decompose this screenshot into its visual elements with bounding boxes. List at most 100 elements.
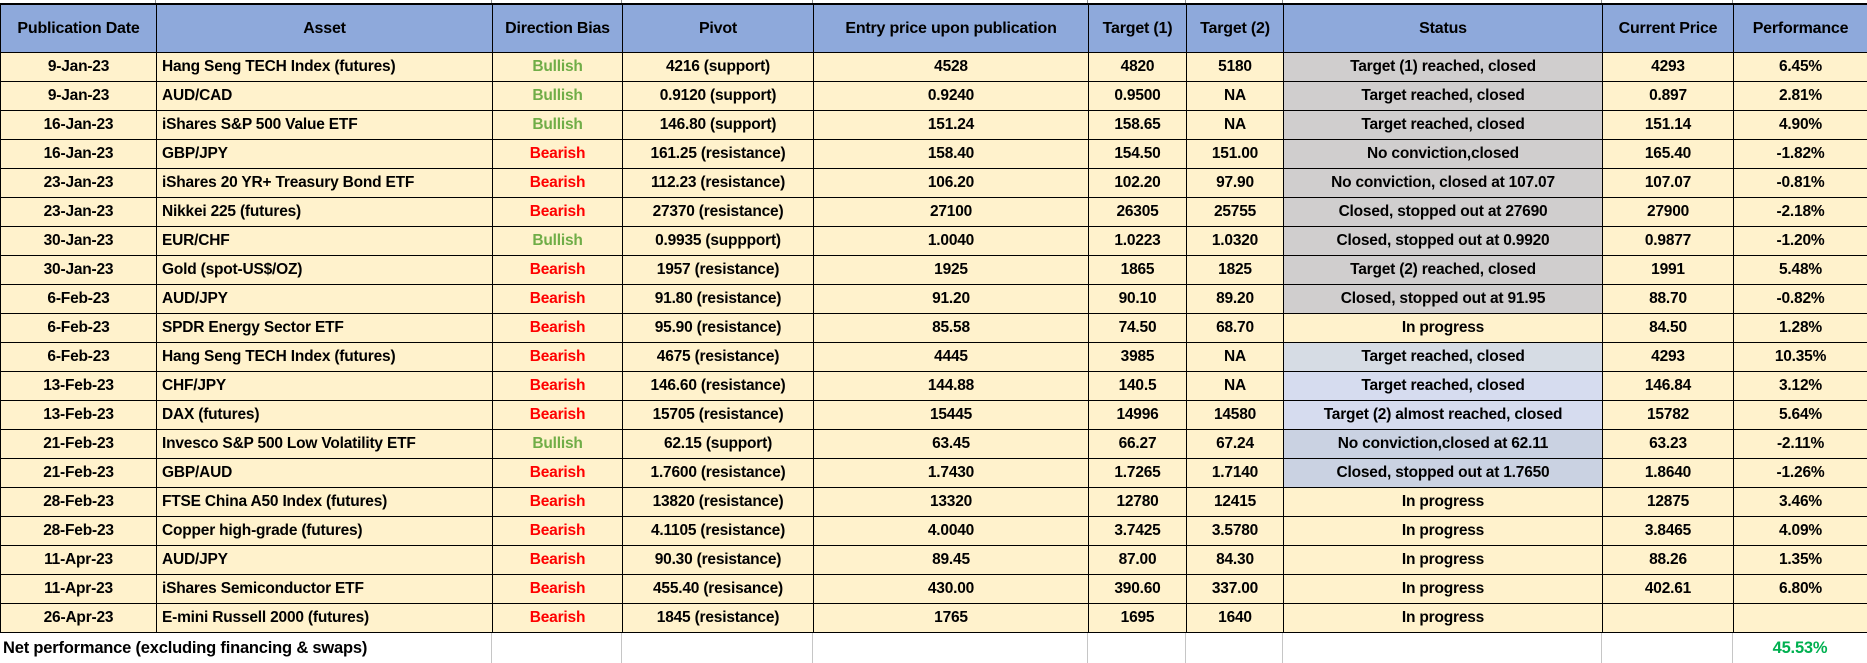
- cell-target-2[interactable]: NA: [1187, 111, 1284, 140]
- cell-asset[interactable]: Hang Seng TECH Index (futures): [157, 343, 493, 372]
- cell-status[interactable]: No conviction,closed at 62.11: [1284, 430, 1603, 459]
- cell-publication-date[interactable]: 23-Jan-23: [1, 169, 157, 198]
- cell-performance[interactable]: -2.18%: [1734, 198, 1867, 227]
- cell-entry-price[interactable]: 1.0040: [814, 227, 1089, 256]
- cell-direction-bias[interactable]: Bearish: [493, 256, 623, 285]
- cell-direction-bias[interactable]: Bearish: [493, 372, 623, 401]
- cell-current-price[interactable]: 4293: [1603, 343, 1734, 372]
- cell-pivot[interactable]: 15705 (resistance): [623, 401, 814, 430]
- cell-target-2[interactable]: 67.24: [1187, 430, 1284, 459]
- cell-performance[interactable]: 4.09%: [1734, 517, 1867, 546]
- cell-pivot[interactable]: 455.40 (resisance): [623, 575, 814, 604]
- cell-direction-bias[interactable]: Bearish: [493, 285, 623, 314]
- cell-asset[interactable]: E-mini Russell 2000 (futures): [157, 604, 493, 633]
- cell-current-price[interactable]: 12875: [1603, 488, 1734, 517]
- cell-direction-bias[interactable]: Bullish: [493, 227, 623, 256]
- cell-current-price[interactable]: 1.8640: [1603, 459, 1734, 488]
- cell-direction-bias[interactable]: Bearish: [493, 604, 623, 633]
- cell-pivot[interactable]: 91.80 (resistance): [623, 285, 814, 314]
- cell-direction-bias[interactable]: Bearish: [493, 343, 623, 372]
- cell-pivot[interactable]: 13820 (resistance): [623, 488, 814, 517]
- cell-entry-price[interactable]: 430.00: [814, 575, 1089, 604]
- cell-entry-price[interactable]: 106.20: [814, 169, 1089, 198]
- col-header-asset[interactable]: Asset: [157, 5, 493, 53]
- cell-status[interactable]: Target (2) almost reached, closed: [1284, 401, 1603, 430]
- cell-current-price[interactable]: 1991: [1603, 256, 1734, 285]
- cell-asset[interactable]: FTSE China A50 Index (futures): [157, 488, 493, 517]
- cell-entry-price[interactable]: 1925: [814, 256, 1089, 285]
- cell-direction-bias[interactable]: Bearish: [493, 488, 623, 517]
- cell-entry-price[interactable]: 63.45: [814, 430, 1089, 459]
- cell-current-price[interactable]: 27900: [1603, 198, 1734, 227]
- cell-status[interactable]: In progress: [1284, 517, 1603, 546]
- cell-performance[interactable]: [1734, 604, 1867, 633]
- cell-status[interactable]: In progress: [1284, 575, 1603, 604]
- cell-pivot[interactable]: 161.25 (resistance): [623, 140, 814, 169]
- cell-performance[interactable]: -1.82%: [1734, 140, 1867, 169]
- cell-publication-date[interactable]: 21-Feb-23: [1, 459, 157, 488]
- cell-asset[interactable]: AUD/JPY: [157, 546, 493, 575]
- cell-target-2[interactable]: 1.7140: [1187, 459, 1284, 488]
- cell-status[interactable]: Target reached, closed: [1284, 343, 1603, 372]
- cell-target-2[interactable]: 89.20: [1187, 285, 1284, 314]
- cell-status[interactable]: Closed, stopped out at 0.9920: [1284, 227, 1603, 256]
- cell-direction-bias[interactable]: Bearish: [493, 575, 623, 604]
- cell-asset[interactable]: iShares Semiconductor ETF: [157, 575, 493, 604]
- cell-status[interactable]: Target reached, closed: [1284, 372, 1603, 401]
- cell-publication-date[interactable]: 6-Feb-23: [1, 343, 157, 372]
- cell-current-price[interactable]: 15782: [1603, 401, 1734, 430]
- cell-direction-bias[interactable]: Bearish: [493, 169, 623, 198]
- cell-direction-bias[interactable]: Bullish: [493, 111, 623, 140]
- cell-entry-price[interactable]: 89.45: [814, 546, 1089, 575]
- cell-performance[interactable]: 5.48%: [1734, 256, 1867, 285]
- cell-asset[interactable]: CHF/JPY: [157, 372, 493, 401]
- cell-direction-bias[interactable]: Bearish: [493, 401, 623, 430]
- cell-pivot[interactable]: 62.15 (support): [623, 430, 814, 459]
- cell-current-price[interactable]: 3.8465: [1603, 517, 1734, 546]
- cell-direction-bias[interactable]: Bearish: [493, 546, 623, 575]
- cell-entry-price[interactable]: 85.58: [814, 314, 1089, 343]
- cell-current-price[interactable]: 151.14: [1603, 111, 1734, 140]
- cell-publication-date[interactable]: 11-Apr-23: [1, 546, 157, 575]
- cell-publication-date[interactable]: 9-Jan-23: [1, 53, 157, 82]
- cell-current-price[interactable]: 402.61: [1603, 575, 1734, 604]
- cell-publication-date[interactable]: 30-Jan-23: [1, 256, 157, 285]
- cell-current-price[interactable]: [1603, 604, 1734, 633]
- cell-direction-bias[interactable]: Bearish: [493, 140, 623, 169]
- col-header-current-price[interactable]: Current Price: [1603, 5, 1734, 53]
- cell-target-2[interactable]: 97.90: [1187, 169, 1284, 198]
- cell-pivot[interactable]: 146.60 (resistance): [623, 372, 814, 401]
- cell-asset[interactable]: GBP/JPY: [157, 140, 493, 169]
- cell-publication-date[interactable]: 30-Jan-23: [1, 227, 157, 256]
- col-header-publication-date[interactable]: Publication Date: [1, 5, 157, 53]
- cell-target-2[interactable]: 3.5780: [1187, 517, 1284, 546]
- cell-status[interactable]: Target (1) reached, closed: [1284, 53, 1603, 82]
- cell-direction-bias[interactable]: Bearish: [493, 198, 623, 227]
- cell-performance[interactable]: -1.26%: [1734, 459, 1867, 488]
- col-header-performance[interactable]: Performance: [1734, 5, 1867, 53]
- cell-performance[interactable]: -1.20%: [1734, 227, 1867, 256]
- cell-target-1[interactable]: 1.7265: [1089, 459, 1187, 488]
- cell-status[interactable]: Target reached, closed: [1284, 82, 1603, 111]
- col-header-direction-bias[interactable]: Direction Bias: [493, 5, 623, 53]
- cell-current-price[interactable]: 88.26: [1603, 546, 1734, 575]
- cell-target-2[interactable]: 151.00: [1187, 140, 1284, 169]
- cell-asset[interactable]: Nikkei 225 (futures): [157, 198, 493, 227]
- cell-entry-price[interactable]: 91.20: [814, 285, 1089, 314]
- cell-publication-date[interactable]: 11-Apr-23: [1, 575, 157, 604]
- cell-asset[interactable]: EUR/CHF: [157, 227, 493, 256]
- cell-direction-bias[interactable]: Bullish: [493, 82, 623, 111]
- cell-target-1[interactable]: 390.60: [1089, 575, 1187, 604]
- cell-performance[interactable]: 6.45%: [1734, 53, 1867, 82]
- cell-performance[interactable]: 6.80%: [1734, 575, 1867, 604]
- cell-direction-bias[interactable]: Bearish: [493, 459, 623, 488]
- cell-target-1[interactable]: 3.7425: [1089, 517, 1187, 546]
- cell-target-1[interactable]: 3985: [1089, 343, 1187, 372]
- cell-entry-price[interactable]: 13320: [814, 488, 1089, 517]
- cell-target-2[interactable]: 84.30: [1187, 546, 1284, 575]
- cell-status[interactable]: No conviction,closed: [1284, 140, 1603, 169]
- cell-asset[interactable]: Hang Seng TECH Index (futures): [157, 53, 493, 82]
- col-header-target-1[interactable]: Target (1): [1089, 5, 1187, 53]
- cell-asset[interactable]: DAX (futures): [157, 401, 493, 430]
- cell-pivot[interactable]: 1845 (resistance): [623, 604, 814, 633]
